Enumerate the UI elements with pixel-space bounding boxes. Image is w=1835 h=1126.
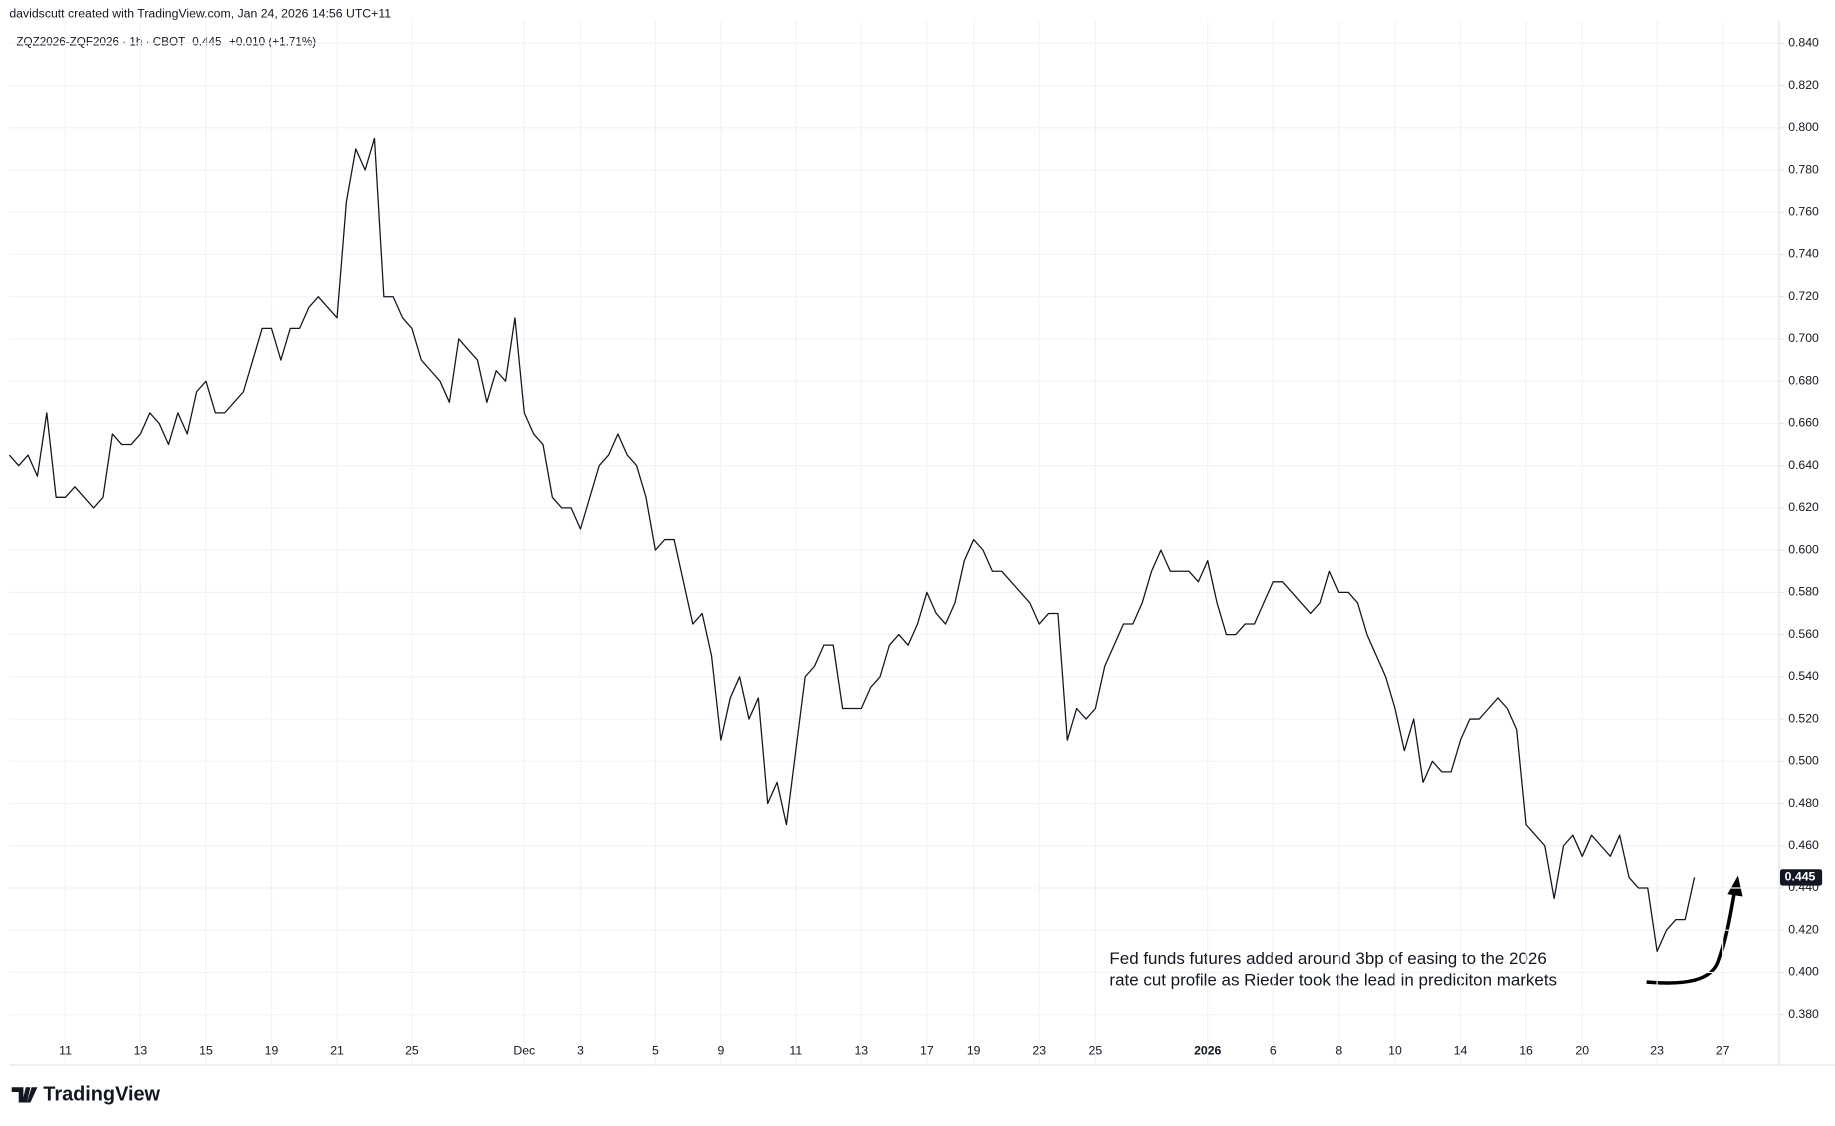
y-tick-label: 0.700 bbox=[1788, 331, 1819, 345]
brand: TradingView bbox=[43, 1084, 160, 1106]
plot: 0.3800.4000.4200.4400.4600.4800.5000.520… bbox=[8, 21, 1835, 1066]
x-tick-label: 17 bbox=[920, 1043, 934, 1057]
y-tick-label: 0.680 bbox=[1788, 373, 1819, 387]
x-tick-label: 11 bbox=[59, 1043, 72, 1057]
y-tick-label: 0.420 bbox=[1788, 922, 1819, 936]
y-tick-label: 0.780 bbox=[1788, 162, 1819, 176]
x-tick-label: 15 bbox=[199, 1043, 213, 1057]
change: +0.010 (+1.71%) bbox=[229, 35, 316, 48]
annotation: Fed funds futures added around 3bp of ea… bbox=[1109, 949, 1546, 968]
x-tick-label: 8 bbox=[1335, 1043, 1342, 1057]
x-tick-label: Dec bbox=[513, 1043, 535, 1057]
y-tick-label: 0.500 bbox=[1788, 754, 1819, 768]
symbol: ZQZ2026-ZQF2026 · 1h · CBOT bbox=[16, 35, 185, 48]
x-tick-label: 2026 bbox=[1194, 1043, 1221, 1057]
x-tick-label: 11 bbox=[789, 1043, 802, 1057]
x-tick-label: 27 bbox=[1716, 1043, 1730, 1057]
x-tick-label: 5 bbox=[652, 1043, 659, 1057]
arrow bbox=[1646, 891, 1737, 985]
last-price: 0.445 bbox=[192, 35, 222, 48]
x-tick-label: 16 bbox=[1519, 1043, 1533, 1057]
x-tick-label: 21 bbox=[330, 1043, 344, 1057]
x-tick-label: 9 bbox=[717, 1043, 724, 1057]
x-tick-label: 19 bbox=[265, 1043, 279, 1057]
logo bbox=[11, 1087, 38, 1103]
y-tick-label: 0.540 bbox=[1788, 669, 1819, 683]
x-tick-label: 3 bbox=[577, 1043, 584, 1057]
y-tick-label: 0.560 bbox=[1788, 627, 1819, 641]
y-tick-label: 0.580 bbox=[1788, 585, 1819, 599]
x-tick-label: 13 bbox=[134, 1043, 148, 1057]
y-tick-label: 0.840 bbox=[1788, 36, 1819, 50]
price-tag bbox=[1779, 869, 1823, 886]
y-tick-label: 0.400 bbox=[1788, 965, 1819, 979]
y-tick-label: 0.800 bbox=[1788, 120, 1819, 134]
x-tick-label: 14 bbox=[1454, 1043, 1468, 1057]
y-tick-label: 0.620 bbox=[1788, 500, 1819, 514]
price-line bbox=[8, 137, 1696, 952]
x-tick-label: 19 bbox=[967, 1043, 981, 1057]
y-tick-label: 0.640 bbox=[1788, 458, 1819, 472]
x-tick-label: 13 bbox=[854, 1043, 868, 1057]
y-tick-label: 0.520 bbox=[1788, 711, 1819, 725]
x-tick-label: 25 bbox=[405, 1043, 419, 1057]
y-tick-label: 0.820 bbox=[1788, 78, 1819, 92]
x-tick-label: 25 bbox=[1089, 1043, 1103, 1057]
annotation: rate cut profile as Rieder took the lead… bbox=[1109, 970, 1557, 989]
y-tick-label: 0.760 bbox=[1788, 205, 1819, 219]
price-tag-label: 0.445 bbox=[1785, 870, 1816, 884]
x-tick-label: 20 bbox=[1575, 1043, 1589, 1057]
y-tick-label: 0.600 bbox=[1788, 542, 1819, 556]
credit: davidscutt created with TradingView.com,… bbox=[9, 6, 391, 20]
x-tick-label: 23 bbox=[1650, 1043, 1664, 1057]
y-tick-label: 0.740 bbox=[1788, 247, 1819, 261]
y-tick-label: 0.460 bbox=[1788, 838, 1819, 852]
y-tick-label: 0.480 bbox=[1788, 796, 1819, 810]
x-tick-label: 6 bbox=[1270, 1043, 1277, 1057]
x-tick-label: 23 bbox=[1032, 1043, 1046, 1057]
x-tick-label: 10 bbox=[1388, 1043, 1402, 1057]
y-tick-label: 0.720 bbox=[1788, 289, 1819, 303]
y-tick-label: 0.380 bbox=[1788, 1007, 1819, 1021]
y-tick-label: 0.660 bbox=[1788, 416, 1819, 430]
arrow-head bbox=[1727, 875, 1743, 897]
